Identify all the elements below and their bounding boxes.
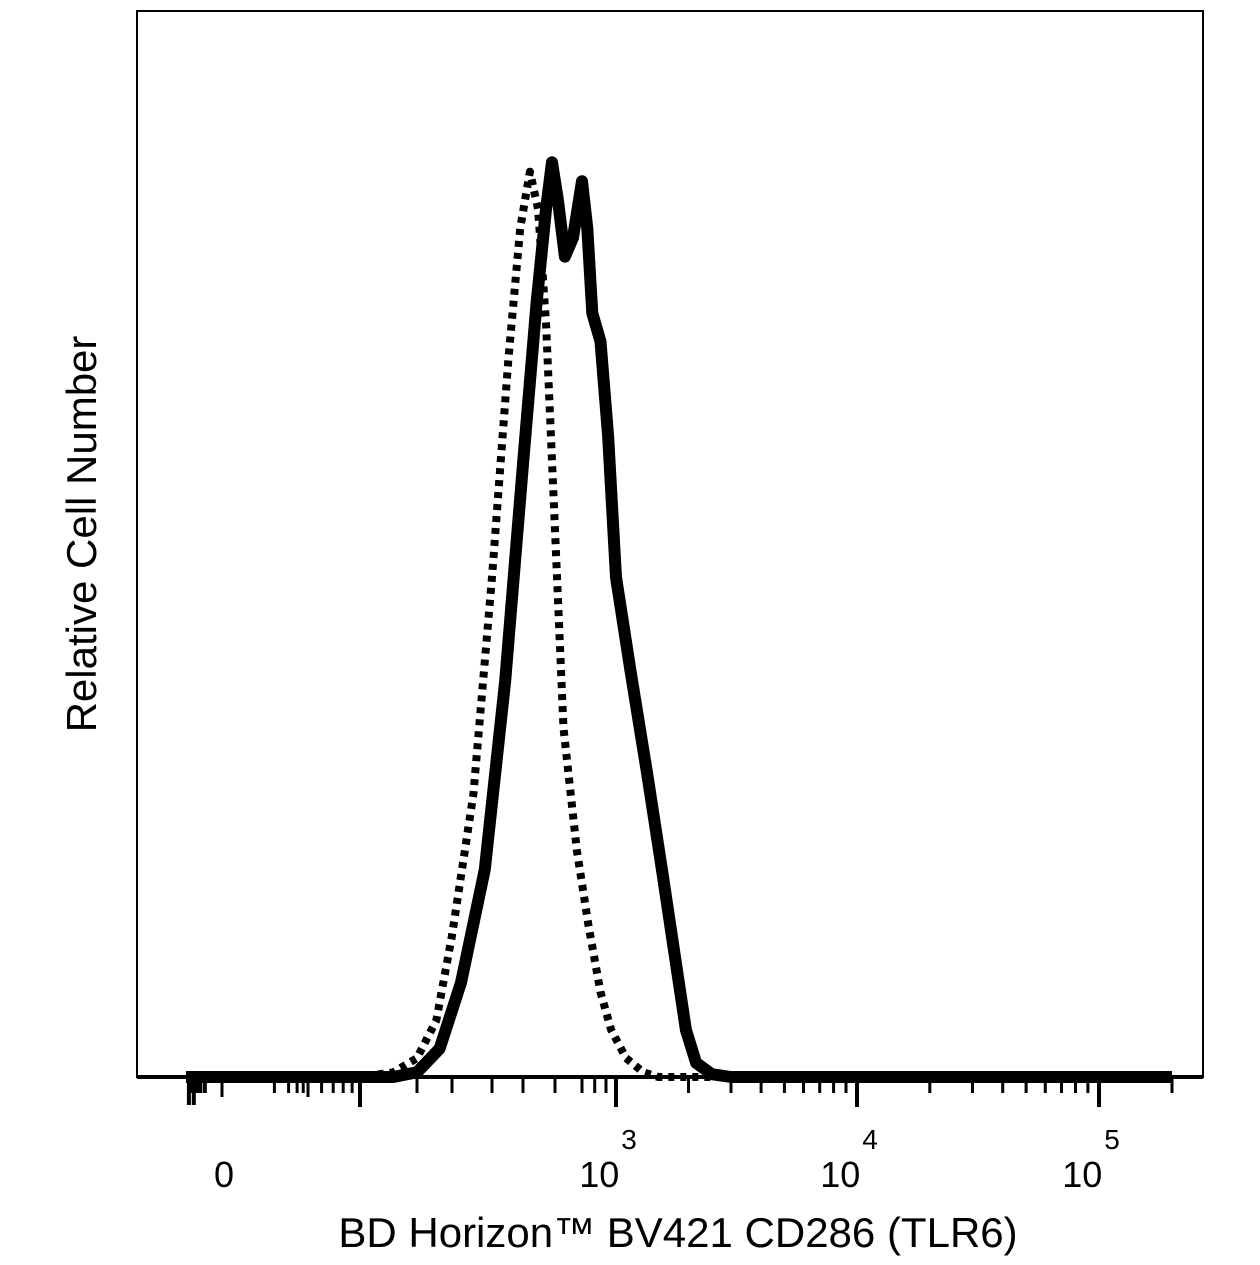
histogram-series-dotted	[186, 167, 1172, 1081]
x-tick-labels: 0 103 104 105	[214, 1124, 1120, 1195]
histogram-series-solid	[186, 156, 1172, 1083]
y-axis-title: Relative Cell Number	[58, 336, 105, 733]
series-group	[186, 156, 1172, 1083]
x-tick-label: 105	[1062, 1124, 1120, 1195]
x-axis-title: BD Horizon™ BV421 CD286 (TLR6)	[338, 1209, 1017, 1256]
x-tick-label: 103	[579, 1124, 637, 1195]
x-tick-label: 0	[214, 1154, 234, 1195]
x-tick-label: 104	[820, 1124, 878, 1195]
